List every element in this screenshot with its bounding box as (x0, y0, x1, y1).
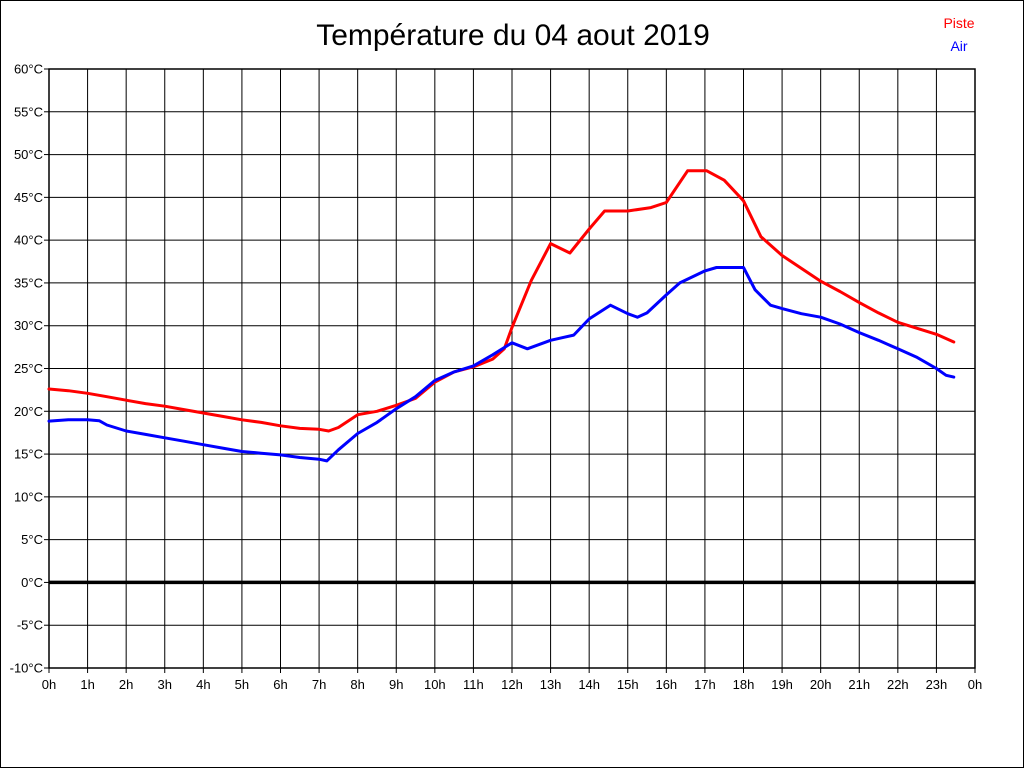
x-tick-label: 11h (463, 677, 484, 692)
x-tick-label: 16h (655, 677, 677, 692)
x-tick-label: 6h (273, 677, 287, 692)
x-tick-label: 19h (771, 677, 793, 692)
x-tick-label: 0h (42, 677, 56, 692)
x-tick-label: 14h (578, 677, 600, 692)
legend-item-piste: Piste (943, 15, 975, 31)
x-tick-label: 21h (848, 677, 870, 692)
x-tick-label: 5h (235, 677, 249, 692)
x-tick-label: 8h (350, 677, 364, 692)
legend: Piste Air (919, 12, 999, 58)
x-tick-label: 0h (968, 677, 982, 692)
x-tick-label: 22h (887, 677, 909, 692)
x-tick-label: 15h (617, 677, 639, 692)
y-tick-label: 35°C (14, 275, 43, 290)
legend-item-air: Air (950, 38, 968, 54)
x-tick-label: 18h (733, 677, 755, 692)
x-tick-label: 4h (196, 677, 210, 692)
y-tick-label: 55°C (14, 104, 43, 119)
y-tick-label: -10°C (10, 661, 43, 676)
y-tick-label: 30°C (14, 318, 43, 333)
y-tick-label: 60°C (14, 62, 43, 77)
y-tick-label: 45°C (14, 190, 43, 205)
x-tick-label: 17h (694, 677, 716, 692)
chart-title: Température du 04 aout 2019 (316, 19, 710, 52)
y-tick-label: 10°C (14, 489, 43, 504)
y-tick-label: 40°C (14, 233, 43, 248)
series-line-piste (47, 169, 956, 433)
y-tick-label: 25°C (14, 361, 43, 376)
y-tick-label: 50°C (14, 147, 43, 162)
plot-frame (48, 68, 976, 669)
y-tick-label: -5°C (17, 618, 43, 633)
x-tick-label: 7h (312, 677, 326, 692)
x-tick-label: 20h (810, 677, 832, 692)
x-tick-label: 23h (926, 677, 948, 692)
x-tick-label: 9h (389, 677, 403, 692)
x-tick-label: 10h (424, 677, 446, 692)
x-tick-label: 1h (80, 677, 94, 692)
x-tick-label: 13h (540, 677, 562, 692)
y-tick-label: 20°C (14, 404, 43, 419)
series-line-air (47, 266, 956, 463)
y-tick-label: 15°C (14, 447, 43, 462)
x-tick-label: 3h (158, 677, 172, 692)
x-tick-label: 12h (501, 677, 523, 692)
y-tick-label: 5°C (21, 532, 43, 547)
x-tick-label: 2h (119, 677, 133, 692)
y-tick-label: 0°C (21, 575, 43, 590)
